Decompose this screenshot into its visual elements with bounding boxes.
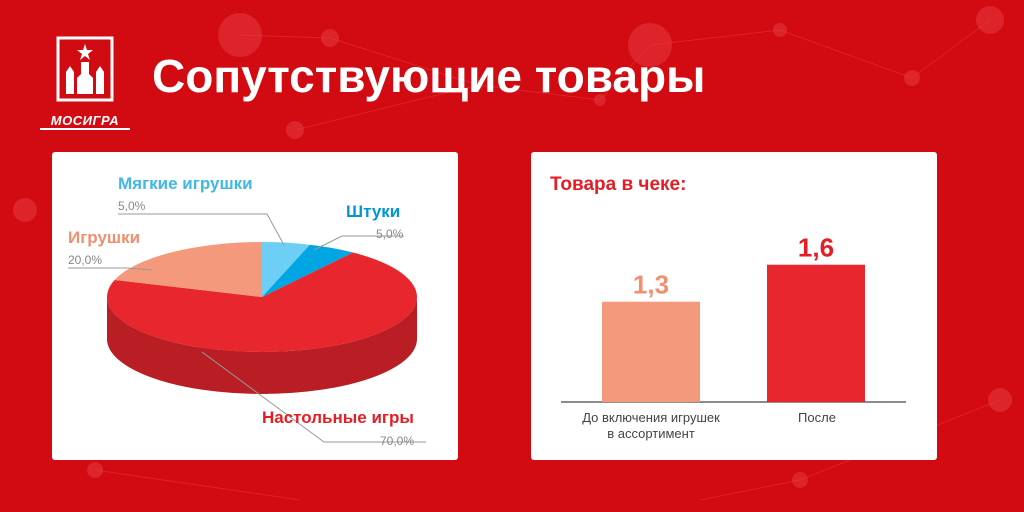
bar-chart-card: Товара в чеке: 1,3 1,6 До включения игруш… bbox=[531, 152, 937, 460]
pie-label-shtuki: Штуки bbox=[346, 202, 401, 221]
pie-slice-shtuki bbox=[262, 244, 354, 297]
bar-value-label-after: 1,6 bbox=[798, 233, 834, 263]
bar-category-label-before: До включения игрушек в ассортимент bbox=[561, 410, 741, 442]
bar-value-label-before: 1,3 bbox=[633, 270, 669, 300]
pie-leader-board-games bbox=[201, 351, 426, 443]
bar-category-label-before-line-1: До включения игрушек bbox=[582, 410, 720, 425]
pie-slice-board-games bbox=[107, 252, 418, 352]
bar-chart-title: Товара в чеке: bbox=[550, 174, 687, 195]
pie-leader-toys bbox=[68, 267, 153, 271]
pie-value-board-games: 70,0% bbox=[380, 434, 415, 448]
page-title: Сопутствующие товары bbox=[152, 50, 706, 102]
pie-leader-lines bbox=[68, 213, 426, 443]
pie-value-shtuki: 5,0% bbox=[376, 227, 404, 241]
pie-label-toys: Игрушки bbox=[68, 228, 141, 247]
bar-after bbox=[767, 264, 865, 402]
pie-label-soft-toys: Мягкие игрушки bbox=[118, 174, 253, 193]
pie-tops bbox=[107, 242, 418, 352]
pie-slice-soft-toys bbox=[262, 242, 310, 297]
pie-sides bbox=[107, 297, 417, 394]
pie-leader-soft-toys bbox=[118, 213, 285, 246]
pie-label-board-games: Настольные игры bbox=[262, 408, 414, 427]
pie-value-soft-toys: 5,0% bbox=[118, 199, 146, 213]
pie-chart bbox=[68, 213, 426, 443]
pie-leader-shtuki bbox=[313, 235, 404, 251]
pie-chart-card: Мягкие игрушки 5,0% Штуки 5,0% Настольны… bbox=[52, 152, 458, 460]
bar-chart: 1,3 1,6 bbox=[561, 233, 906, 403]
bar-category-label-after: После bbox=[737, 410, 897, 426]
mosigra-logo-icon bbox=[56, 36, 114, 102]
bar-category-label-after-line-1: После bbox=[798, 410, 836, 425]
bar-category-label-before-line-2: в ассортимент bbox=[607, 426, 695, 441]
pie-value-toys: 20,0% bbox=[68, 253, 103, 267]
pie-side-board-games bbox=[107, 297, 417, 394]
pie-slice-toys bbox=[114, 242, 262, 297]
bar-before bbox=[602, 301, 700, 402]
logo-text: МОСИГРА bbox=[40, 114, 130, 130]
